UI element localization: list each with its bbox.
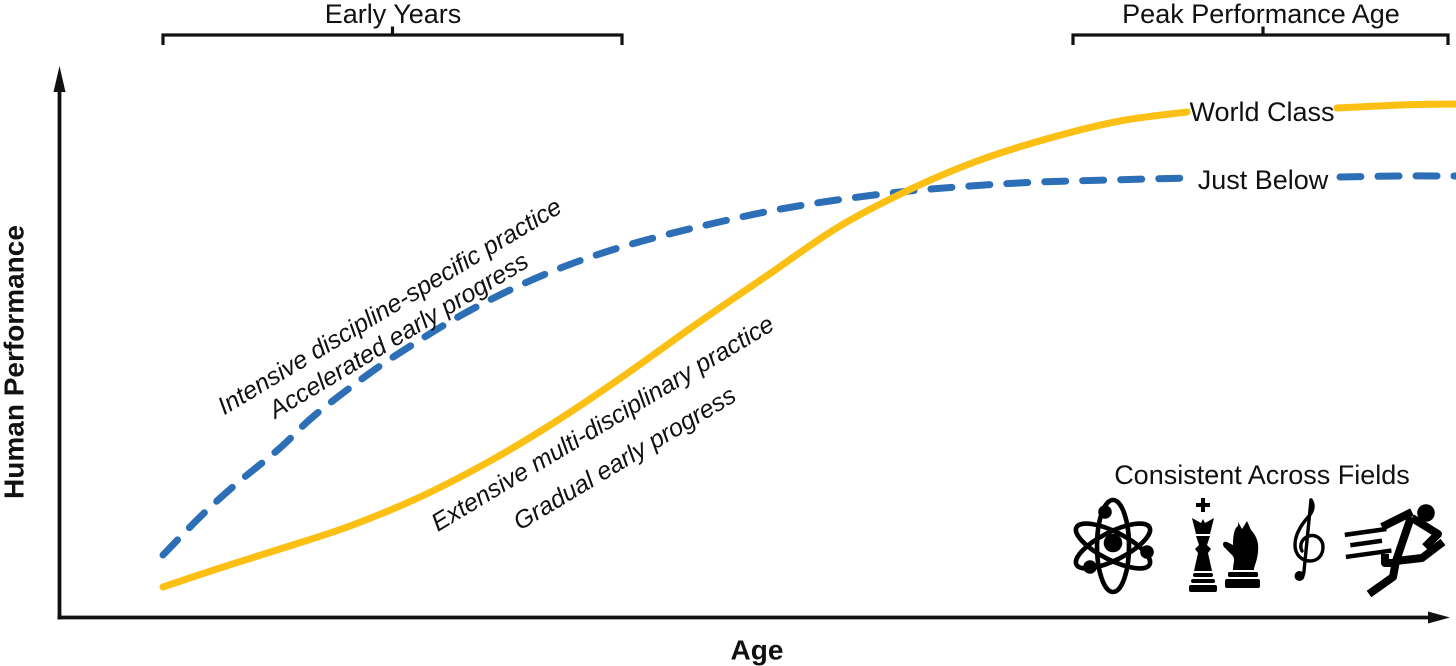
- atom-icon: [1073, 497, 1154, 595]
- world-class-curve: [1333, 100, 1456, 112]
- peak-performance-age-label: Peak Performance Age: [1122, 0, 1400, 29]
- y-axis-title: Human Performance: [0, 225, 30, 499]
- treble-clef-icon: [1293, 498, 1325, 581]
- fields-caption: Consistent Across Fields: [1114, 459, 1410, 490]
- chess-king-icon: [1189, 498, 1217, 592]
- chess-knight-icon: [1223, 521, 1260, 588]
- just-below-label: Just Below: [1197, 164, 1329, 195]
- peak-performance-bracket: [1071, 26, 1450, 45]
- speed-lines-icon: [1344, 526, 1392, 560]
- world-class-curve: [159, 108, 1191, 591]
- y-axis-arrowhead-icon: [53, 66, 66, 92]
- x-axis-title: Age: [730, 634, 784, 666]
- just-below-curve: [1336, 172, 1456, 181]
- x-axis-arrowhead-icon: [1428, 611, 1450, 624]
- world-class-label: World Class: [1189, 96, 1335, 127]
- early-years-bracket: [161, 26, 624, 45]
- just-below-curve: [159, 174, 1192, 559]
- early-years-label: Early Years: [324, 0, 462, 29]
- curves-group: [159, 100, 1456, 591]
- runner-icon: [1344, 504, 1446, 598]
